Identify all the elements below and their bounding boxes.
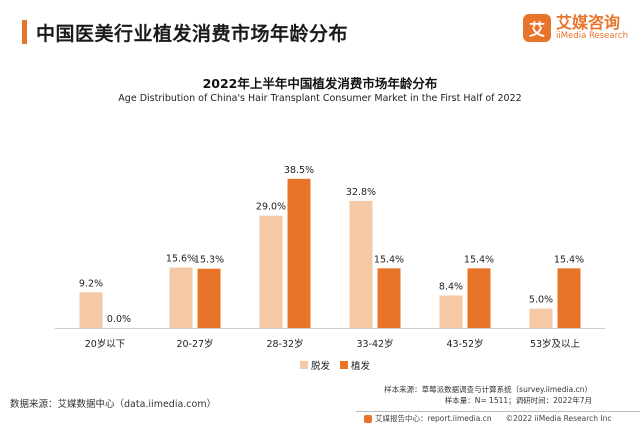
data-label: 8.4%: [439, 281, 463, 292]
bar-hair-loss: [349, 200, 373, 328]
x-tick-label: 20-27岁: [176, 338, 213, 350]
data-source: 数据来源：艾媒数据中心（data.iimedia.com）: [10, 399, 217, 410]
data-label: 15.4%: [374, 254, 404, 265]
footer: 艾媒报告中心：report.iimedia.cn ©2022 iiMedia R…: [364, 413, 612, 424]
bar-hair-loss: [169, 267, 193, 328]
report-center-icon: [364, 414, 372, 423]
x-tick-label: 28-32岁: [266, 338, 303, 350]
data-label: 29.0%: [256, 202, 286, 213]
sample-info: 样本量：N= 1511；调研时间：2022年7月: [444, 396, 592, 406]
bar-hair-transplant: [467, 268, 491, 328]
x-tick-label: 53岁及以上: [530, 338, 581, 350]
bar-hair-loss: [529, 308, 553, 328]
brand-badge-icon: 艾: [523, 14, 552, 42]
brand-text: 艾媒咨询 iiMedia Research: [556, 13, 628, 41]
sample-notes: 样本来源：草莓派数据调查与计算系统（survey.iimedia.cn） 样本量…: [384, 384, 592, 407]
bar-hair-loss: [259, 215, 283, 328]
copyright: ©2022 iiMedia Research Inc: [505, 414, 612, 423]
brand-name-en: iiMedia Research: [556, 30, 628, 41]
chart-title: 2022年上半年中国植发消费市场年龄分布: [202, 76, 438, 91]
data-label: 15.4%: [554, 254, 584, 265]
x-tick-label: 33-42岁: [356, 338, 393, 350]
sample-source: 样本来源：草莓派数据调查与计算系统（survey.iimedia.cn）: [384, 385, 592, 394]
legend-label: 脱发: [311, 360, 331, 372]
legend-label: 植发: [351, 360, 371, 372]
bar-hair-loss: [439, 295, 463, 328]
legend-swatch: [300, 361, 308, 369]
bar-hair-transplant: [557, 268, 581, 328]
data-label: 32.8%: [346, 187, 376, 198]
footer-divider: [356, 411, 640, 412]
x-tick-label: 43-52岁: [446, 338, 483, 350]
brand-name-cn: 艾媒咨询: [556, 13, 621, 33]
data-label: 9.2%: [79, 278, 103, 289]
title-accent-bar: [22, 20, 27, 44]
bar-hair-loss: [79, 292, 103, 328]
bar-hair-transplant: [287, 178, 311, 328]
data-label: 15.4%: [464, 254, 494, 265]
chart-subtitle: Age Distribution of China's Hair Transpl…: [118, 93, 522, 104]
data-label: 15.6%: [166, 254, 196, 265]
bar-hair-transplant: [377, 268, 401, 328]
brand-logo: 艾 艾媒咨询 iiMedia Research: [523, 14, 628, 42]
legend-swatch: [340, 361, 348, 369]
report-center-link[interactable]: 艾媒报告中心：report.iimedia.cn: [375, 414, 492, 423]
data-label: 38.5%: [284, 165, 314, 176]
data-label: 15.3%: [194, 255, 224, 266]
data-label: 0.0%: [107, 314, 131, 325]
x-tick-label: 20岁以下: [85, 338, 126, 350]
page-title: 中国医美行业植发消费市场年龄分布: [36, 23, 349, 45]
bar-hair-transplant: [197, 268, 221, 328]
data-label: 5.0%: [529, 295, 553, 306]
